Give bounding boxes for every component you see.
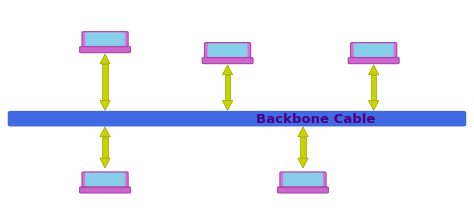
FancyBboxPatch shape [277, 187, 328, 193]
Bar [82, 46, 128, 48]
Polygon shape [222, 65, 233, 75]
Bar [350, 57, 397, 58]
FancyBboxPatch shape [208, 44, 247, 56]
Polygon shape [222, 101, 233, 111]
Bar [102, 64, 108, 101]
Bar [225, 75, 230, 101]
FancyBboxPatch shape [202, 57, 253, 64]
FancyBboxPatch shape [80, 47, 130, 53]
Bar [371, 75, 376, 101]
FancyBboxPatch shape [283, 173, 322, 186]
Polygon shape [100, 101, 110, 111]
FancyBboxPatch shape [82, 32, 128, 47]
FancyBboxPatch shape [355, 44, 393, 56]
FancyBboxPatch shape [86, 173, 124, 186]
Polygon shape [100, 54, 110, 64]
Bar [279, 186, 327, 188]
Bar [82, 186, 128, 188]
Text: Backbone Cable: Backbone Cable [256, 113, 375, 126]
Polygon shape [298, 127, 308, 137]
Polygon shape [100, 158, 110, 168]
FancyBboxPatch shape [348, 57, 399, 64]
Polygon shape [298, 158, 308, 168]
FancyBboxPatch shape [82, 172, 128, 187]
FancyBboxPatch shape [80, 187, 130, 193]
FancyBboxPatch shape [86, 33, 124, 45]
Polygon shape [368, 65, 379, 75]
FancyBboxPatch shape [280, 172, 326, 187]
Bar [300, 137, 306, 158]
FancyBboxPatch shape [204, 43, 251, 57]
FancyBboxPatch shape [351, 43, 397, 57]
Bar [102, 137, 108, 158]
Polygon shape [100, 127, 110, 137]
Bar [204, 57, 251, 58]
FancyBboxPatch shape [9, 111, 465, 126]
Polygon shape [368, 101, 379, 111]
